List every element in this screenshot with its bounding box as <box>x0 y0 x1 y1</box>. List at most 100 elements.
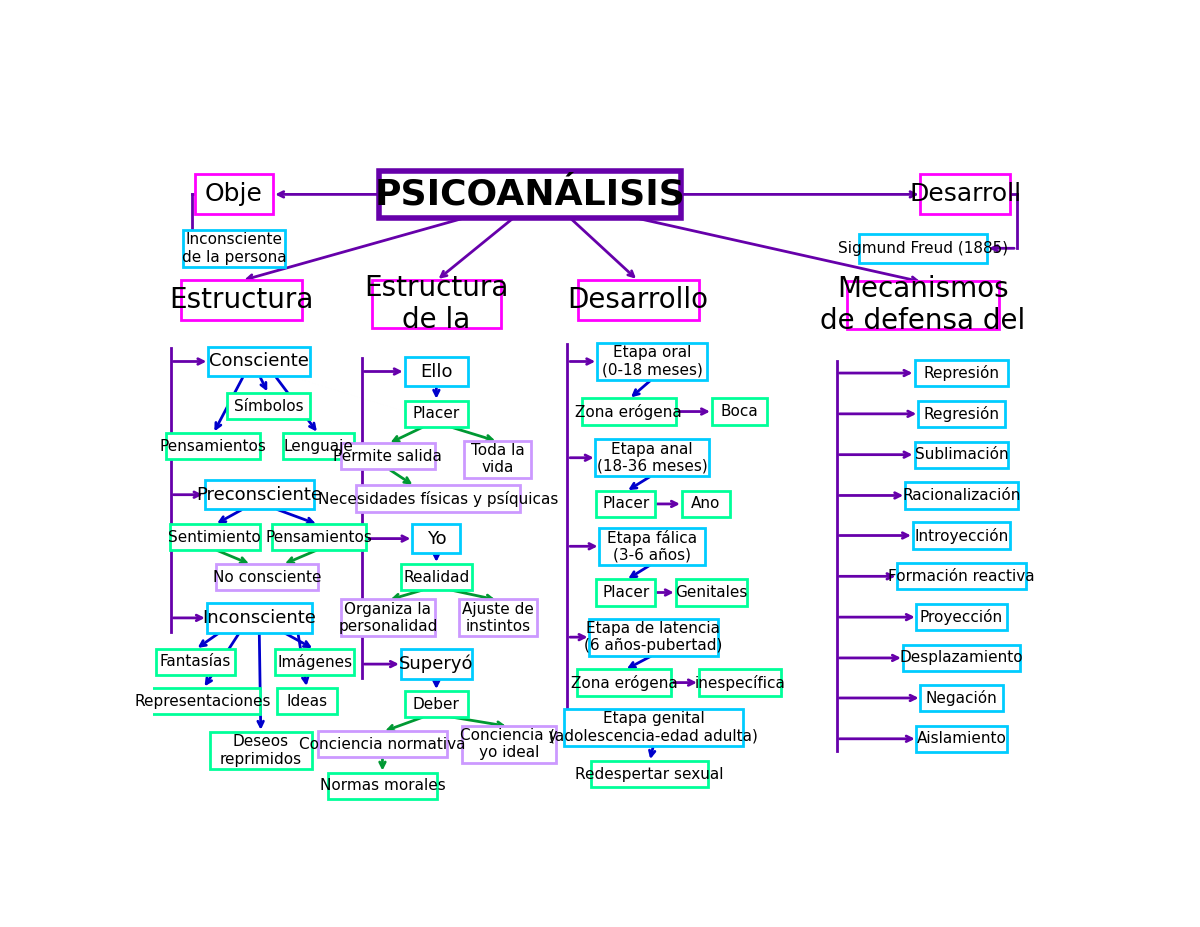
FancyBboxPatch shape <box>413 524 461 553</box>
FancyBboxPatch shape <box>181 280 302 320</box>
Text: Placer: Placer <box>413 406 460 422</box>
FancyBboxPatch shape <box>596 579 655 605</box>
FancyBboxPatch shape <box>341 600 434 636</box>
FancyBboxPatch shape <box>401 564 472 590</box>
Text: Represión: Represión <box>924 365 1000 381</box>
FancyBboxPatch shape <box>905 482 1018 509</box>
FancyBboxPatch shape <box>914 441 1008 468</box>
Text: Mecanismos
de defensa del: Mecanismos de defensa del <box>821 275 1026 336</box>
FancyBboxPatch shape <box>271 524 366 550</box>
FancyBboxPatch shape <box>464 441 532 477</box>
Text: Proyección: Proyección <box>920 609 1003 625</box>
FancyBboxPatch shape <box>598 343 707 380</box>
FancyBboxPatch shape <box>166 433 260 459</box>
FancyBboxPatch shape <box>564 709 743 745</box>
FancyBboxPatch shape <box>698 669 781 695</box>
FancyBboxPatch shape <box>920 174 1010 214</box>
FancyBboxPatch shape <box>404 691 468 717</box>
Text: Desarrollo: Desarrollo <box>568 286 709 314</box>
FancyBboxPatch shape <box>599 527 704 565</box>
FancyBboxPatch shape <box>712 399 768 425</box>
FancyBboxPatch shape <box>283 433 354 459</box>
FancyBboxPatch shape <box>920 685 1003 711</box>
Text: Formación reactiva: Formación reactiva <box>888 569 1034 584</box>
Text: Imágenes: Imágenes <box>277 654 353 670</box>
Text: Zona erógena: Zona erógena <box>576 403 683 420</box>
FancyBboxPatch shape <box>913 523 1010 549</box>
FancyBboxPatch shape <box>146 688 259 714</box>
Text: Genitales: Genitales <box>676 585 748 600</box>
Text: Realidad: Realidad <box>403 569 469 585</box>
Text: Sublimación: Sublimación <box>914 447 1008 463</box>
FancyBboxPatch shape <box>847 282 998 329</box>
Text: Normas morales: Normas morales <box>319 779 445 794</box>
Text: Negación: Negación <box>925 690 997 706</box>
FancyBboxPatch shape <box>404 400 468 427</box>
FancyBboxPatch shape <box>204 480 314 509</box>
Text: Ideas: Ideas <box>287 693 328 708</box>
Text: Permite salida: Permite salida <box>334 449 443 464</box>
FancyBboxPatch shape <box>379 171 682 218</box>
Text: Desarroll: Desarroll <box>910 183 1021 207</box>
FancyBboxPatch shape <box>341 443 434 469</box>
Text: Racionalización: Racionalización <box>902 488 1021 503</box>
FancyBboxPatch shape <box>589 618 718 655</box>
Text: Pensamientos: Pensamientos <box>265 529 372 544</box>
Text: Inconsciente: Inconsciente <box>203 609 316 627</box>
Text: Preconsciente: Preconsciente <box>197 486 323 503</box>
Text: Conciencia y
yo ideal: Conciencia y yo ideal <box>460 728 558 760</box>
FancyBboxPatch shape <box>859 234 988 262</box>
Text: Lenguaje: Lenguaje <box>283 438 354 453</box>
Text: Sigmund Freud (1885): Sigmund Freud (1885) <box>838 241 1008 256</box>
FancyBboxPatch shape <box>917 604 1007 630</box>
FancyBboxPatch shape <box>582 399 676 425</box>
FancyBboxPatch shape <box>898 564 1026 590</box>
FancyBboxPatch shape <box>462 726 556 763</box>
Text: Ajuste de
instintos: Ajuste de instintos <box>462 602 534 634</box>
FancyBboxPatch shape <box>227 393 310 419</box>
Text: Placer: Placer <box>602 585 649 600</box>
Text: Yo: Yo <box>426 529 446 548</box>
Text: Necesidades físicas y psíquicas: Necesidades físicas y psíquicas <box>318 490 558 506</box>
Text: Inconsciente
de la persona: Inconsciente de la persona <box>181 232 286 264</box>
FancyBboxPatch shape <box>184 230 284 267</box>
FancyBboxPatch shape <box>917 726 1007 752</box>
Text: inespecífica: inespecífica <box>695 675 785 691</box>
Text: Aislamiento: Aislamiento <box>917 731 1007 746</box>
FancyBboxPatch shape <box>592 761 708 787</box>
FancyBboxPatch shape <box>458 600 538 636</box>
Text: Símbolos: Símbolos <box>234 399 304 413</box>
FancyBboxPatch shape <box>682 491 730 517</box>
Text: Pensamientos: Pensamientos <box>160 438 266 453</box>
FancyBboxPatch shape <box>902 645 1020 671</box>
Text: Zona erógena: Zona erógena <box>571 675 678 691</box>
Text: Etapa oral
(0-18 meses): Etapa oral (0-18 meses) <box>601 345 702 377</box>
FancyBboxPatch shape <box>914 360 1008 387</box>
Text: Ano: Ano <box>691 497 720 512</box>
Text: Deseos
reprimidos: Deseos reprimidos <box>220 734 302 767</box>
Text: Toda la
vida: Toda la vida <box>472 443 524 476</box>
Text: Placer: Placer <box>602 497 649 512</box>
Text: Boca: Boca <box>721 404 758 419</box>
Text: Redespertar sexual: Redespertar sexual <box>576 767 724 781</box>
Text: Etapa genital
(adolescencia-edad adulta): Etapa genital (adolescencia-edad adulta) <box>550 711 758 743</box>
FancyBboxPatch shape <box>169 524 259 550</box>
FancyBboxPatch shape <box>596 491 655 517</box>
FancyBboxPatch shape <box>194 174 274 214</box>
FancyBboxPatch shape <box>595 439 708 476</box>
FancyBboxPatch shape <box>276 649 354 675</box>
Text: Introyección: Introyección <box>914 527 1009 543</box>
FancyBboxPatch shape <box>277 688 337 714</box>
Text: No consciente: No consciente <box>212 569 322 585</box>
Text: Ello: Ello <box>420 362 452 380</box>
FancyBboxPatch shape <box>156 649 235 675</box>
FancyBboxPatch shape <box>356 486 520 512</box>
Text: Consciente: Consciente <box>209 352 310 371</box>
FancyBboxPatch shape <box>206 603 312 632</box>
Text: Estructura: Estructura <box>169 286 313 314</box>
FancyBboxPatch shape <box>328 773 437 799</box>
Text: PSICOANÁLISIS: PSICOANÁLISIS <box>374 177 685 211</box>
Text: Sentimiento: Sentimiento <box>168 529 260 544</box>
Text: Fantasías: Fantasías <box>160 654 232 669</box>
Text: Representaciones: Representaciones <box>134 693 271 708</box>
